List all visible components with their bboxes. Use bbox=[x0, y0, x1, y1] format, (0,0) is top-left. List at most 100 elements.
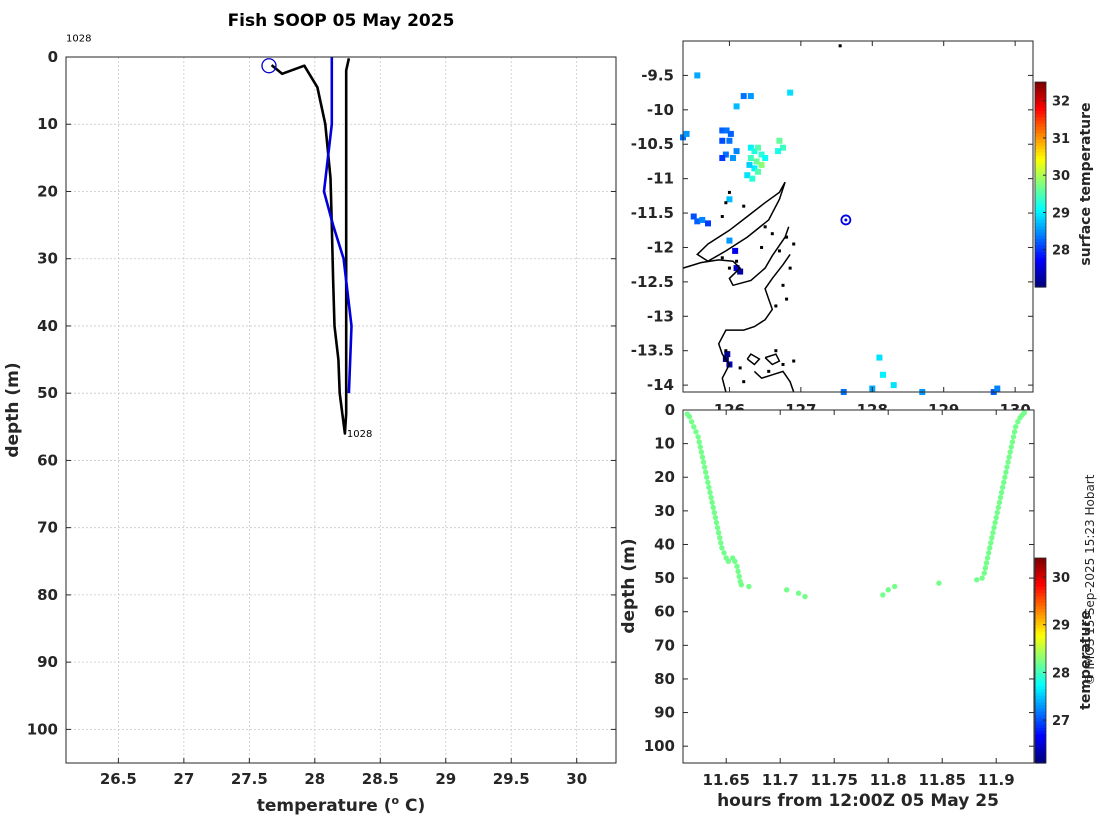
map-y-tick-label: -13 bbox=[647, 307, 674, 325]
surface-temperature-map-panel: 126127128129130 -9.5-10-10.5-11-11.5-12-… bbox=[631, 40, 1094, 419]
depth-time-point bbox=[880, 592, 886, 598]
map-island-dot bbox=[792, 242, 796, 246]
map-colorbar-step bbox=[1035, 155, 1046, 160]
depth-time-point bbox=[985, 550, 992, 556]
profile-x-axis-label-superscript: o bbox=[392, 794, 400, 807]
depth-time-colorbar-step bbox=[1035, 583, 1046, 588]
map-colorbar-step bbox=[1035, 181, 1046, 186]
depth-time-colorbar-step bbox=[1035, 750, 1046, 754]
map-island-dot bbox=[742, 204, 746, 208]
map-colorbar-step bbox=[1035, 165, 1046, 170]
map-island-dot bbox=[738, 366, 742, 370]
map-colorbar-step bbox=[1035, 251, 1046, 256]
map-coastline-segment bbox=[746, 353, 761, 366]
map-island-dot bbox=[781, 362, 785, 366]
map-x-ticks: 126127128129130 bbox=[714, 41, 1031, 419]
map-colorbar-step bbox=[1035, 226, 1046, 230]
depth-time-colorbar-step bbox=[1035, 705, 1046, 710]
depth-time-x-axis-label: hours from 12:00Z 05 May 25 bbox=[717, 791, 999, 811]
depth-time-colorbar-step bbox=[1035, 631, 1046, 636]
depth-time-colorbar-tick-label: 27 bbox=[1052, 714, 1070, 729]
map-y-tick-label: -10.5 bbox=[631, 135, 674, 153]
profile-y-tick-label: 100 bbox=[27, 720, 58, 738]
map-colorbar-step bbox=[1035, 203, 1046, 208]
depth-time-y-tick-label: 100 bbox=[644, 737, 675, 755]
depth-time-x-ticks: 11.65 11.7 11.75 11.8 11.85 11.9 bbox=[702, 410, 1015, 789]
map-y-tick-label: -13.5 bbox=[631, 342, 674, 360]
profile-plot-frame bbox=[65, 56, 617, 764]
depth-time-point bbox=[1015, 419, 1021, 425]
map-position-marker-dot bbox=[844, 218, 848, 222]
depth-time-point bbox=[715, 530, 722, 536]
depth-time-point bbox=[1012, 424, 1019, 430]
map-pixel bbox=[694, 72, 701, 79]
depth-time-point bbox=[1002, 474, 1008, 480]
depth-time-colorbar-step bbox=[1035, 618, 1046, 623]
map-colorbar-step bbox=[1035, 133, 1046, 138]
map-colorbar-step bbox=[1035, 85, 1046, 90]
depth-time-y-ticks: 0 10 20 30 40 50 60 70 80 90 100 bbox=[644, 401, 1034, 755]
map-island-dot bbox=[774, 304, 778, 308]
depth-time-colorbar-frame bbox=[1034, 557, 1047, 764]
map-pixel bbox=[780, 144, 786, 151]
map-colorbar-step bbox=[1035, 248, 1046, 253]
depth-time-point bbox=[891, 583, 898, 590]
depth-time-y-tick-label: 30 bbox=[654, 502, 675, 520]
depth-time-colorbar-step bbox=[1035, 666, 1046, 671]
map-colorbar-step bbox=[1035, 258, 1046, 262]
map-colorbar-step bbox=[1035, 126, 1046, 131]
map-island-dot bbox=[727, 190, 731, 194]
profile-x-axis-label-main: temperature ( bbox=[257, 796, 392, 816]
map-island-dot bbox=[763, 225, 767, 229]
map-pixel bbox=[722, 151, 729, 158]
map-colorbar-step bbox=[1035, 184, 1046, 189]
map-colorbar-step bbox=[1035, 152, 1046, 157]
depth-time-point bbox=[706, 484, 712, 491]
depth-time-colorbar-step bbox=[1035, 615, 1046, 620]
profile-x-tick-label: 27 bbox=[173, 770, 194, 788]
profile-y-tick-label: 90 bbox=[37, 653, 58, 671]
map-pixel bbox=[758, 161, 765, 168]
map-pixel bbox=[737, 268, 744, 275]
depth-time-point bbox=[734, 563, 740, 570]
map-pixel bbox=[744, 172, 751, 179]
profile-x-axis-label: temperature (o C) bbox=[257, 794, 426, 816]
depth-time-point bbox=[704, 474, 710, 480]
depth-time-point bbox=[709, 499, 715, 506]
map-pixel bbox=[890, 382, 897, 389]
depth-time-point bbox=[701, 464, 708, 470]
map-island-dot bbox=[788, 266, 792, 270]
profile-y-tick-label: 60 bbox=[37, 451, 58, 469]
depth-time-colorbar-step bbox=[1035, 638, 1046, 642]
depth-time-point bbox=[990, 530, 996, 536]
depth-time-point bbox=[998, 489, 1005, 496]
depth-time-point bbox=[705, 479, 711, 485]
map-pixel bbox=[733, 103, 740, 110]
depth-time-colorbar-step bbox=[1035, 724, 1046, 729]
depth-time-point bbox=[700, 459, 707, 465]
depth-time-point bbox=[710, 504, 716, 511]
depth-time-colorbar-step bbox=[1035, 593, 1046, 598]
map-pixel bbox=[723, 127, 730, 134]
map-colorbar-step bbox=[1035, 91, 1046, 96]
map-colorbar-tick-label: 30 bbox=[1052, 169, 1070, 184]
depth-time-colorbar-step bbox=[1035, 727, 1046, 732]
map-pixel bbox=[705, 220, 711, 227]
map-colorbar-step bbox=[1035, 229, 1046, 234]
depth-time-plot-frame bbox=[682, 409, 1035, 764]
map-pixel bbox=[753, 158, 760, 165]
map-pixel bbox=[726, 137, 733, 144]
depth-time-colorbar-step bbox=[1035, 602, 1046, 607]
depth-time-colorbar-step bbox=[1035, 650, 1046, 655]
map-colorbar-step bbox=[1035, 162, 1046, 166]
map-colorbar-step bbox=[1035, 130, 1046, 134]
map-coastline-segment bbox=[682, 226, 790, 287]
map-pixel bbox=[727, 130, 734, 137]
depth-time-point bbox=[795, 590, 802, 596]
depth-time-colorbar-step bbox=[1035, 670, 1046, 674]
map-pixel bbox=[724, 351, 731, 358]
map-coastline bbox=[682, 44, 852, 393]
depth-time-point bbox=[713, 519, 720, 526]
map-colorbar-step bbox=[1035, 158, 1046, 163]
depth-time-point bbox=[988, 540, 994, 546]
